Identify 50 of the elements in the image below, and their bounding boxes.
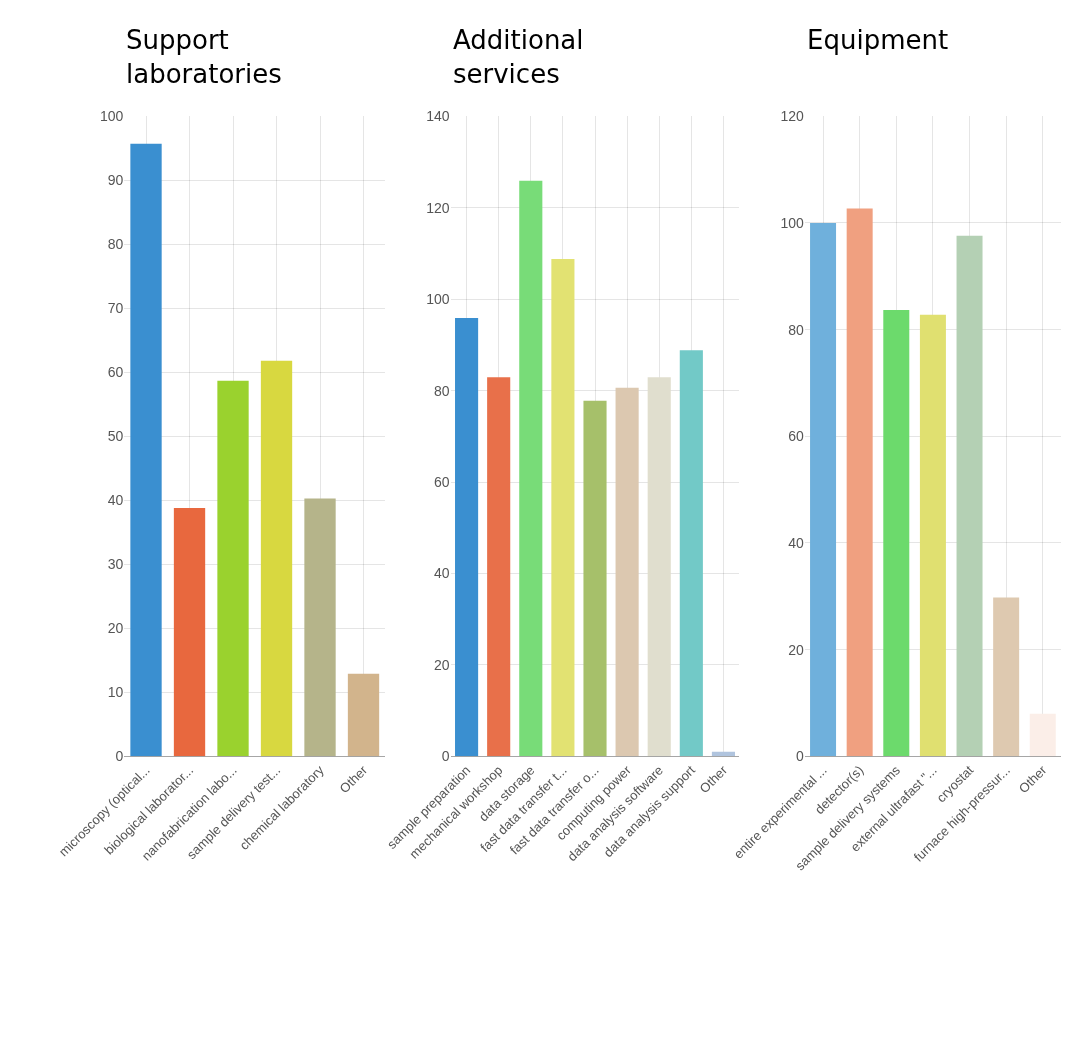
bar bbox=[583, 400, 607, 757]
bar bbox=[810, 222, 837, 757]
bar bbox=[260, 360, 293, 757]
bar bbox=[519, 180, 543, 757]
bar bbox=[1029, 713, 1056, 757]
y-tick-label: 0 bbox=[115, 748, 124, 765]
bar bbox=[956, 235, 983, 757]
bar bbox=[846, 208, 873, 757]
bar bbox=[993, 597, 1020, 757]
y-tick-label: 100 bbox=[99, 108, 124, 125]
y-tick-label: 100 bbox=[426, 291, 450, 308]
bar bbox=[615, 387, 639, 757]
bar bbox=[883, 309, 910, 757]
y-tick-label: 120 bbox=[426, 199, 450, 216]
y-tick-label: 60 bbox=[788, 428, 804, 445]
y-tick-label: 80 bbox=[788, 321, 804, 338]
y-tick-label: 30 bbox=[107, 556, 124, 573]
bar bbox=[173, 508, 206, 757]
y-tick-label: 140 bbox=[426, 108, 450, 125]
y-tick-label: 50 bbox=[107, 428, 124, 445]
bar bbox=[130, 143, 162, 757]
y-tick-label: 40 bbox=[433, 565, 450, 582]
bar bbox=[487, 377, 511, 757]
y-tick-label: 20 bbox=[788, 641, 804, 658]
y-tick-label: 60 bbox=[107, 364, 124, 381]
bar bbox=[647, 377, 671, 757]
y-tick-label: 120 bbox=[780, 108, 804, 125]
chart-title: Additional services bbox=[453, 25, 584, 89]
bar bbox=[679, 350, 703, 757]
bar bbox=[304, 498, 336, 757]
y-tick-label: 100 bbox=[780, 214, 804, 231]
chart-title: Equipment bbox=[807, 25, 949, 55]
chart-title: Support laboratories bbox=[126, 25, 282, 89]
y-tick-label: 40 bbox=[107, 492, 124, 509]
y-tick-label: 80 bbox=[107, 236, 124, 253]
y-tick-label: 60 bbox=[433, 473, 450, 490]
bar bbox=[551, 258, 575, 757]
y-tick-label: 40 bbox=[788, 534, 804, 551]
y-tick-label: 70 bbox=[107, 300, 124, 317]
bar bbox=[919, 314, 946, 757]
bar bbox=[217, 380, 249, 757]
y-tick-label: 0 bbox=[795, 748, 804, 765]
y-tick-label: 0 bbox=[441, 748, 450, 765]
y-tick-label: 20 bbox=[433, 656, 450, 673]
bar bbox=[347, 673, 380, 757]
bar bbox=[455, 317, 479, 757]
y-tick-label: 80 bbox=[433, 382, 450, 399]
y-tick-label: 20 bbox=[107, 620, 124, 637]
y-tick-label: 90 bbox=[107, 172, 124, 189]
y-tick-label: 10 bbox=[107, 684, 124, 701]
